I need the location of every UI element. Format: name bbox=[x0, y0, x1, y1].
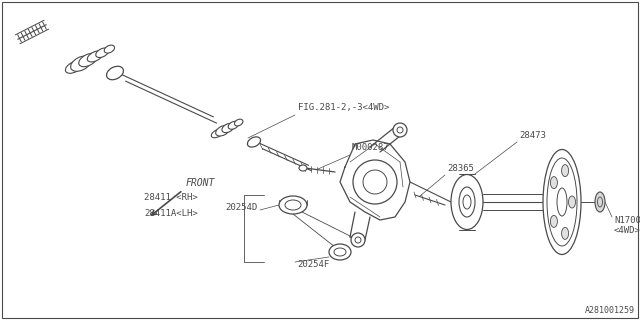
Text: N170049
<4WD>: N170049 <4WD> bbox=[614, 216, 640, 236]
Ellipse shape bbox=[561, 228, 568, 239]
Ellipse shape bbox=[211, 129, 223, 138]
Ellipse shape bbox=[104, 45, 115, 53]
Ellipse shape bbox=[595, 192, 605, 212]
Ellipse shape bbox=[79, 53, 97, 67]
Ellipse shape bbox=[106, 66, 124, 80]
Ellipse shape bbox=[70, 56, 91, 71]
Text: 28411 <RH>: 28411 <RH> bbox=[144, 193, 198, 202]
Text: FRONT: FRONT bbox=[186, 178, 216, 188]
Text: 28473: 28473 bbox=[519, 131, 546, 140]
Text: A281001259: A281001259 bbox=[585, 306, 635, 315]
Ellipse shape bbox=[87, 51, 103, 62]
Ellipse shape bbox=[550, 215, 557, 228]
Ellipse shape bbox=[65, 61, 82, 73]
Ellipse shape bbox=[228, 121, 239, 129]
Ellipse shape bbox=[248, 137, 260, 147]
Text: 28365: 28365 bbox=[447, 164, 474, 173]
Circle shape bbox=[351, 233, 365, 247]
Text: 20254D: 20254D bbox=[226, 204, 258, 212]
Ellipse shape bbox=[299, 165, 307, 171]
Ellipse shape bbox=[550, 177, 557, 188]
Ellipse shape bbox=[279, 196, 307, 214]
Ellipse shape bbox=[96, 48, 109, 58]
Circle shape bbox=[393, 123, 407, 137]
Ellipse shape bbox=[329, 244, 351, 260]
Text: 20254F: 20254F bbox=[297, 260, 329, 269]
Circle shape bbox=[353, 160, 397, 204]
Ellipse shape bbox=[216, 125, 230, 136]
Ellipse shape bbox=[543, 149, 581, 254]
Ellipse shape bbox=[451, 174, 483, 229]
Ellipse shape bbox=[561, 164, 568, 177]
Text: FIG.281-2,-3<4WD>: FIG.281-2,-3<4WD> bbox=[298, 103, 389, 112]
Ellipse shape bbox=[222, 124, 234, 132]
Text: 28411A<LH>: 28411A<LH> bbox=[144, 209, 198, 218]
Ellipse shape bbox=[234, 119, 243, 126]
Text: M000287: M000287 bbox=[352, 143, 390, 152]
Ellipse shape bbox=[568, 196, 575, 208]
